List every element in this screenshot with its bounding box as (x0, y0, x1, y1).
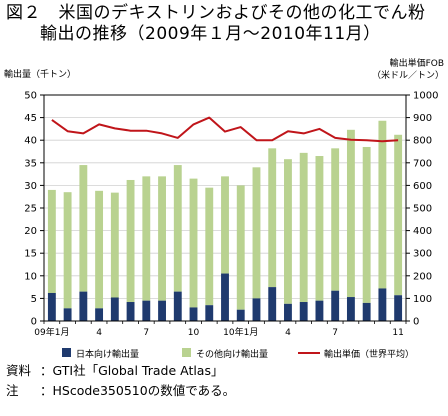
right-tick-label: 100 (413, 294, 432, 305)
bar-japan (362, 302, 371, 321)
bar-other-destinations (126, 179, 135, 303)
bar-other-destinations (95, 190, 104, 309)
bar-other-destinations (346, 129, 355, 298)
bar-other-destinations (299, 152, 308, 303)
bar-other-destinations (284, 159, 292, 304)
bar-japan (268, 287, 277, 321)
left-tick-label: 50 (24, 91, 37, 102)
bar-other-destinations (362, 146, 371, 303)
bar-japan (205, 305, 214, 321)
bar-japan (173, 291, 182, 321)
right-tick-label: 800 (413, 136, 432, 147)
bar-other-destinations (315, 156, 324, 301)
bar-japan (299, 302, 308, 321)
legend-label-other: その他向け輸出量 (196, 348, 268, 360)
left-tick-label: 0 (31, 317, 37, 328)
bar-other-destinations (142, 176, 151, 301)
bar-other-destinations (378, 120, 387, 289)
left-tick-label: 30 (24, 181, 37, 192)
right-axis-label-line1: 輸出単価FOB (390, 57, 444, 69)
left-tick-label: 40 (24, 136, 37, 147)
bar-japan (236, 309, 245, 321)
bar-japan (47, 292, 56, 321)
bar-japan (331, 290, 340, 321)
bar-japan (79, 291, 88, 321)
x-tick-label: 09年1月 (34, 326, 69, 338)
source-note: 資料 ：GTI社「Global Trade Atlas」 (6, 360, 223, 379)
plot-area: 0510152025303540455001002003004005006007… (24, 91, 438, 339)
legend-label-japan: 日本向け輸出量 (76, 348, 139, 360)
x-tick-label: 7 (143, 328, 149, 338)
right-tick-label: 900 (413, 113, 432, 124)
left-tick-label: 5 (31, 294, 37, 305)
right-axis-label-line2: （米ドル／トン） (372, 69, 444, 81)
bar-japan (315, 300, 324, 321)
right-tick-label: 200 (413, 271, 432, 282)
bar-japan (95, 308, 104, 321)
legend: 日本向け輸出量 その他向け輸出量 輸出単価（世界平均） (62, 348, 414, 360)
left-tick-label: 45 (24, 113, 37, 124)
bar-other-destinations (47, 189, 56, 293)
bar-japan (378, 288, 387, 321)
bar-japan (189, 307, 198, 321)
legend-label-price: 輸出単価（世界平均） (324, 348, 414, 360)
bar-japan (110, 297, 119, 321)
x-tick-label: 7 (332, 328, 338, 338)
right-tick-label: 700 (413, 158, 432, 169)
x-tick-label: 11 (392, 328, 403, 338)
bar-other-destinations (236, 185, 245, 310)
bar-other-destinations (110, 192, 119, 298)
x-tick-label: 4 (96, 328, 102, 338)
left-tick-label: 10 (24, 271, 37, 282)
bar-japan (284, 303, 292, 321)
bar-other-destinations (205, 187, 214, 306)
left-axis-label: 輸出量（千トン） (4, 68, 76, 80)
bar-other-destinations (189, 178, 198, 308)
chart-title: 図２ 米国のデキストリンおよびその他の化工でん粉 輸出の推移（2009年１月～2… (6, 3, 446, 45)
x-tick-label: 4 (285, 328, 291, 338)
bar-other-destinations (394, 134, 403, 296)
bar-japan (142, 300, 151, 321)
left-tick-label: 25 (24, 204, 37, 215)
left-tick-label: 20 (24, 226, 37, 237)
footnote: 注 ：HScode350510の数値である。 (6, 380, 235, 399)
bar-japan (394, 295, 403, 321)
bar-other-destinations (173, 165, 182, 292)
right-tick-label: 400 (413, 226, 432, 237)
chart-title-line1: 図２ 米国のデキストリンおよびその他の化工でん粉 (6, 3, 426, 23)
right-tick-label: 0 (413, 317, 419, 328)
bar-other-destinations (221, 176, 229, 274)
bar-other-destinations (268, 148, 277, 288)
x-tick-label: 10年1月 (223, 326, 258, 338)
bar-other-destinations (63, 192, 72, 309)
source-text: ：GTI社「Global Trade Atlas」 (40, 363, 224, 378)
bar-japan (221, 273, 229, 321)
bar-japan (252, 298, 261, 321)
bar-japan (63, 308, 72, 321)
chart-title-line2: 輸出の推移（2009年１月～2010年11月） (40, 24, 381, 44)
bar-japan (126, 302, 135, 321)
right-tick-label: 500 (413, 204, 432, 215)
legend-swatch-japan (62, 348, 71, 357)
left-tick-label: 35 (24, 158, 37, 169)
price-line (51, 116, 399, 143)
x-tick-label: 10 (188, 328, 200, 338)
left-tick-label: 15 (24, 249, 37, 260)
right-tick-label: 1000 (413, 91, 438, 102)
bar-japan (346, 297, 355, 321)
legend-swatch-other (182, 348, 191, 357)
source-label: 資料 (6, 363, 32, 378)
bar-other-destinations (79, 165, 88, 292)
right-tick-label: 600 (413, 181, 432, 192)
bar-japan (158, 300, 166, 321)
footnote-label: 注 (6, 383, 19, 398)
bar-other-destinations (252, 167, 261, 299)
right-tick-label: 300 (413, 249, 432, 260)
footnote-text: ：HScode350510の数値である。 (40, 383, 236, 398)
bar-other-destinations (331, 148, 340, 291)
bar-other-destinations (158, 176, 166, 301)
